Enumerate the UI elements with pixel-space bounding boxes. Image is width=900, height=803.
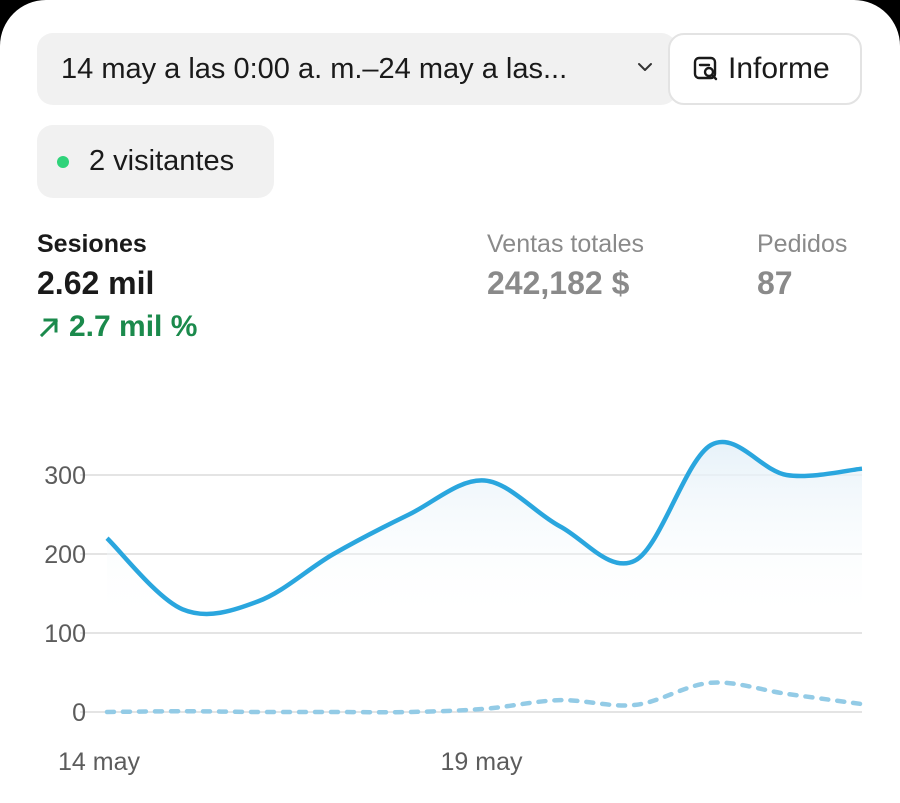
date-range-label: 14 may a las 0:00 a. m.–24 may a las... xyxy=(61,52,568,85)
visitors-label: 2 visitantes xyxy=(89,145,235,177)
sessions-trend: 2.7 mil % xyxy=(37,310,197,344)
y-tick-label: 0 xyxy=(72,699,86,727)
series-line-sessions xyxy=(105,439,863,617)
y-tick-label: 300 xyxy=(44,462,86,490)
metric-sessions[interactable]: Sesiones 2.62 mil xyxy=(37,230,154,302)
metric-value: 87 xyxy=(757,265,793,301)
series-line-comparison xyxy=(104,680,865,715)
date-range-selector[interactable]: 14 may a las 0:00 a. m.–24 may a las... xyxy=(37,33,677,105)
y-tick-label: 200 xyxy=(44,541,86,569)
metric-value: 2.62 mil xyxy=(37,265,155,301)
arrow-up-right-icon xyxy=(39,318,59,338)
series-area xyxy=(107,441,862,626)
metric-label: Ventas totales xyxy=(487,230,645,258)
metric-label: Sesiones xyxy=(37,230,147,258)
metric-orders[interactable]: Pedidos 87 xyxy=(757,230,847,302)
x-tick-label: 14 may xyxy=(58,748,140,776)
metric-total-sales[interactable]: Ventas totales 242,182 $ xyxy=(487,230,644,302)
live-visitors-badge[interactable]: 2 visitantes xyxy=(37,125,274,198)
report-button[interactable]: Informe xyxy=(668,33,862,105)
chevron-down-icon xyxy=(638,63,652,71)
trend-value: 2.7 mil % xyxy=(69,310,198,343)
sessions-chart: 0 100 200 300 14 may 19 may xyxy=(44,439,865,776)
metric-label: Pedidos xyxy=(757,230,848,258)
metric-value: 242,182 $ xyxy=(487,265,630,301)
report-search-icon xyxy=(693,56,718,81)
live-dot-icon xyxy=(57,155,69,168)
report-label: Informe xyxy=(728,52,830,85)
y-tick-label: 100 xyxy=(44,620,86,648)
x-tick-label: 19 may xyxy=(441,748,523,776)
